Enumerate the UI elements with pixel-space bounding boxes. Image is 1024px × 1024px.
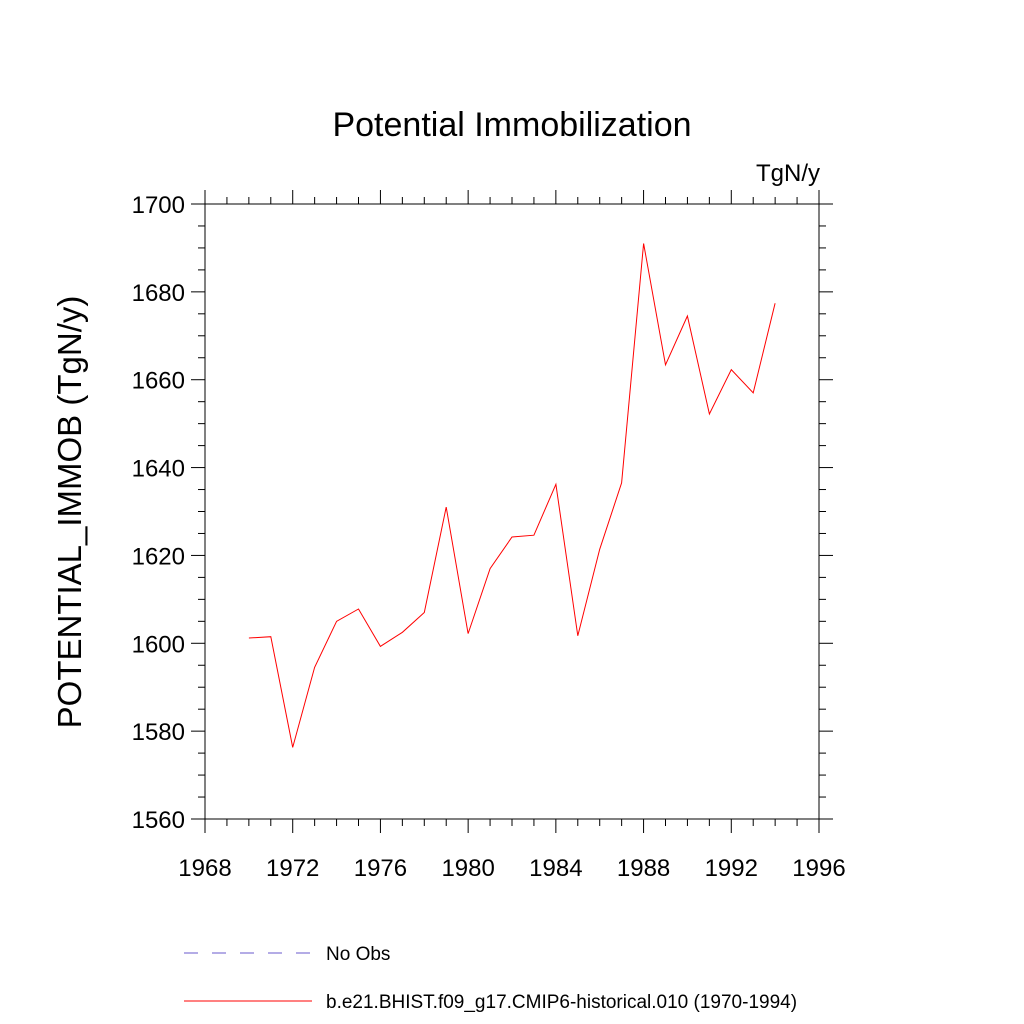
series-layer <box>248 243 776 748</box>
legend: No Obs b.e21.BHIST.f09_g17.CMIP6-historic… <box>184 944 797 1013</box>
axis-ticks <box>191 190 833 833</box>
y-tick-label: 1700 <box>132 192 185 219</box>
y-tick-label: 1620 <box>132 543 185 570</box>
axis-tick-labels: 1968 1972 1976 1980 1984 1988 1992 1996 1560 1580… <box>132 192 846 882</box>
x-tick-label: 1980 <box>441 855 494 882</box>
y-tick-label: 1560 <box>132 807 185 834</box>
x-tick-label: 1972 <box>266 855 319 882</box>
legend-label: No Obs <box>326 944 390 965</box>
y-axis-label: POTENTIAL_IMMOB (TgN/y) <box>51 296 88 729</box>
y-tick-label: 1580 <box>132 719 185 746</box>
x-tick-label: 1988 <box>617 855 670 882</box>
x-tick-label: 1996 <box>792 855 845 882</box>
y-tick-label: 1680 <box>132 280 185 307</box>
legend-label: b.e21.BHIST.f09_g17.CMIP6-historical.010… <box>326 992 797 1013</box>
y-tick-label: 1660 <box>132 368 185 395</box>
x-tick-label: 1976 <box>354 855 407 882</box>
y-tick-label: 1600 <box>132 631 185 658</box>
plot-frame <box>204 203 820 820</box>
x-tick-label: 1968 <box>178 855 231 882</box>
x-tick-label: 1992 <box>705 855 758 882</box>
x-tick-label: 1984 <box>529 855 582 882</box>
y-tick-label: 1640 <box>132 456 185 483</box>
chart-title: Potential Immobilization <box>332 106 691 144</box>
units-label: TgN/y <box>756 160 820 187</box>
series-line <box>248 243 776 748</box>
